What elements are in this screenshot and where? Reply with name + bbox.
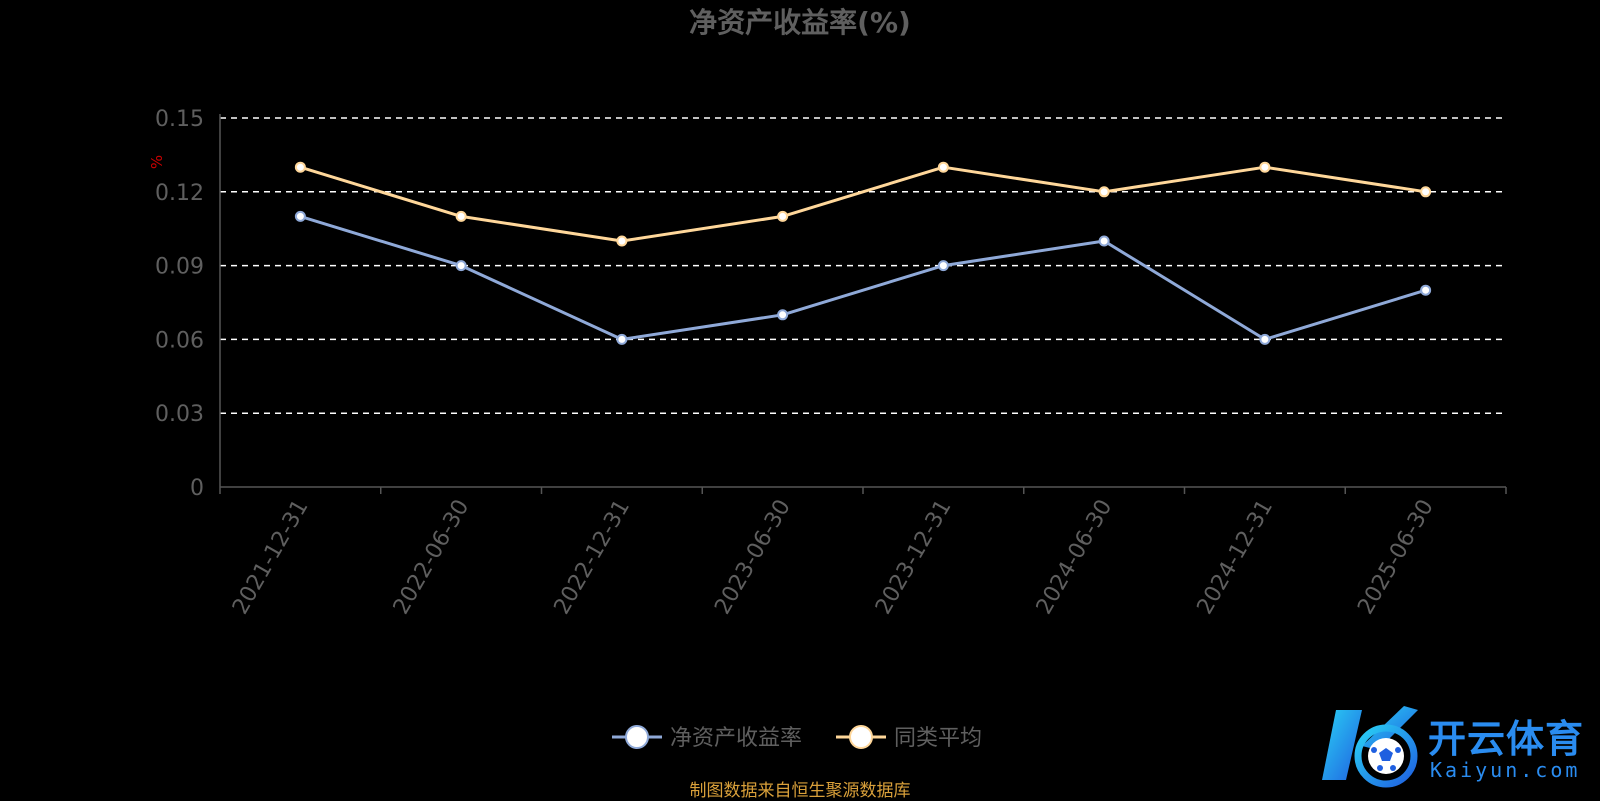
brand-name-cn: 开云体育: [1428, 717, 1585, 761]
legend-label: 净资产收益率: [670, 726, 802, 751]
peer-average-series-point[interactable]: [937, 161, 949, 173]
x-tick-label: 2023-12-31: [871, 496, 957, 619]
roe-series-point[interactable]: [294, 210, 306, 222]
chart-title: 净资产收益率(%): [689, 6, 911, 39]
grid-lines: [220, 117, 1506, 414]
soccer-ball-icon: [1322, 706, 1418, 788]
x-tick-label: 2024-06-30: [1032, 496, 1118, 619]
watermark-logo: 开云体育 Kaiyun.com: [1318, 700, 1598, 790]
legend-label: 同类平均: [894, 726, 982, 751]
peer-average-series-point[interactable]: [1098, 186, 1110, 198]
roe-series-point[interactable]: [1420, 284, 1432, 296]
y-tick-label: 0: [190, 476, 204, 501]
peer-average-series-point[interactable]: [455, 210, 467, 222]
y-tick-label: 0.12: [155, 181, 204, 206]
peer-average-series-point[interactable]: [1420, 186, 1432, 198]
legend-marker-swatch: [625, 725, 649, 749]
x-tick-label: 2023-06-30: [710, 496, 796, 619]
legend-marker-swatch: [849, 725, 873, 749]
roe-series-point[interactable]: [616, 333, 628, 345]
series-lines: [294, 161, 1432, 345]
data-source-note: 制图数据来自恒生聚源数据库: [689, 781, 911, 801]
y-axis-unit-label: %: [148, 155, 166, 169]
roe-series-point[interactable]: [777, 309, 789, 321]
legend[interactable]: 净资产收益率 同类平均: [612, 725, 982, 751]
x-tick-label: 2021-12-31: [228, 496, 314, 619]
x-tick-label: 2022-06-30: [389, 496, 475, 619]
peer-average-series-point[interactable]: [616, 235, 628, 247]
legend-item-roe-series[interactable]: 净资产收益率: [612, 725, 802, 751]
y-tick-label: 0.09: [155, 255, 204, 280]
peer-average-series-point[interactable]: [1259, 161, 1271, 173]
y-tick-label: 0.03: [155, 402, 204, 427]
roe-series-point[interactable]: [1098, 235, 1110, 247]
roe-series-point[interactable]: [937, 260, 949, 272]
roe-series-point[interactable]: [1259, 333, 1271, 345]
y-tick-label: 0.15: [155, 107, 204, 132]
x-tick-label: 2024-12-31: [1192, 496, 1278, 619]
roe-series-point[interactable]: [455, 260, 467, 272]
peer-average-series-point[interactable]: [294, 161, 306, 173]
legend-item-peer-average-series[interactable]: 同类平均: [836, 725, 982, 751]
x-tick-label: 2025-06-30: [1353, 496, 1439, 619]
peer-average-series-line: [299, 165, 1426, 243]
peer-average-series-point[interactable]: [777, 210, 789, 222]
brand-name-en: Kaiyun.com: [1430, 758, 1581, 782]
y-tick-label: 0.06: [155, 328, 204, 353]
roe-series-line: [299, 214, 1427, 341]
x-tick-label: 2022-12-31: [549, 496, 635, 619]
